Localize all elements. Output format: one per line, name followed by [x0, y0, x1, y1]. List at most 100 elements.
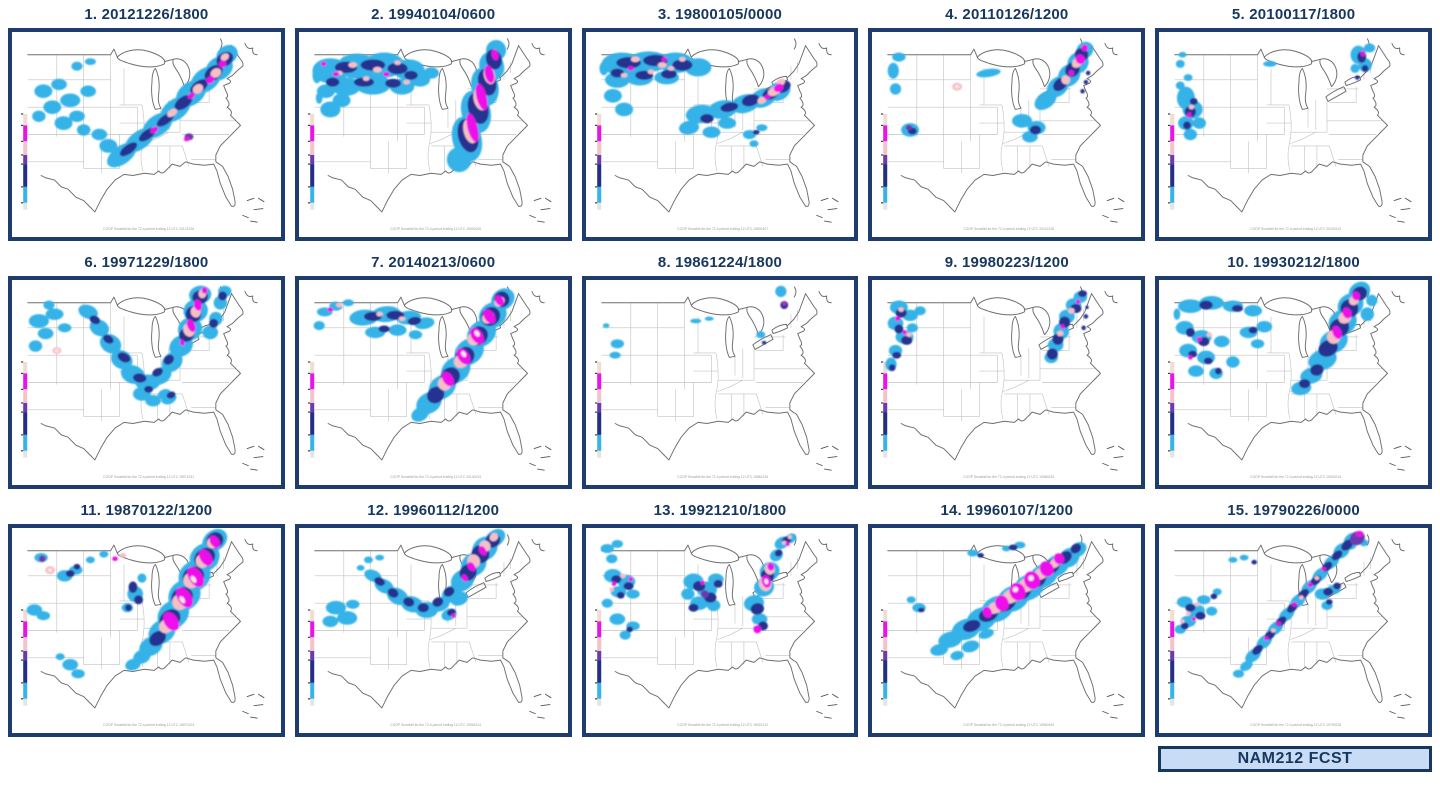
colorbar-segment [309, 114, 315, 126]
colorbar [881, 361, 888, 458]
snow-blob [977, 553, 985, 558]
snow-blob [209, 318, 219, 328]
snow-blob [1231, 305, 1244, 312]
panel-title: 2. 19940104/0600 [371, 6, 496, 23]
snow-blob [335, 302, 343, 308]
snow-blob [218, 291, 228, 301]
map-caption: COOP Snowfall for the 72-h period ending… [677, 227, 768, 231]
colorbar-segment [1170, 610, 1175, 622]
colorbar-tick [881, 402, 884, 404]
snowfall-shading [600, 533, 796, 640]
nam212-fcst-button[interactable]: NAM212 FCST [1158, 746, 1432, 772]
snow-blob [99, 550, 109, 558]
colorbar-segment [596, 362, 601, 374]
map-caption: COOP Snowfall for the 72-h period ending… [964, 723, 1055, 727]
snow-blob [1196, 336, 1203, 342]
snow-blob [210, 68, 222, 78]
snow-blob [1321, 566, 1327, 572]
snow-blob [376, 311, 383, 317]
colorbar-segment [596, 450, 601, 458]
snow-blob [478, 546, 487, 556]
snow-blob [1326, 599, 1333, 605]
snow-blob [218, 60, 227, 68]
colorbar-tick [1168, 659, 1171, 661]
snow-blob [187, 92, 195, 100]
snow-blob [1084, 314, 1089, 319]
colorbar [881, 113, 888, 210]
snow-blob [1054, 553, 1065, 565]
snow-blob [1178, 51, 1187, 58]
map-caption: COOP Snowfall for the 72-h period ending… [390, 723, 481, 727]
colorbar-tick [1168, 620, 1171, 622]
colorbar-tick [20, 388, 24, 390]
snow-blob [1251, 339, 1265, 349]
colorbar-tick [307, 650, 310, 652]
snow-blob [1239, 554, 1249, 561]
colorbar-tick [881, 650, 884, 652]
map-caption: COOP Snowfall for the 72-h period ending… [1250, 227, 1341, 231]
snow-blob [119, 553, 127, 558]
snow-blob [336, 611, 358, 625]
colorbar-segment [596, 141, 601, 155]
snow-blob [1228, 557, 1238, 563]
colorbar-tick [594, 154, 597, 156]
snow-blob [901, 335, 913, 345]
snowfall-shading [313, 288, 515, 422]
colorbar-segment [309, 373, 315, 390]
snow-blob [1178, 299, 1203, 314]
colorbar-tick [307, 609, 310, 611]
us-basemap [313, 286, 552, 471]
snow-blob [688, 603, 699, 612]
map-caption: COOP Snowfall for the 72-h period ending… [964, 475, 1055, 479]
snow-blob [374, 554, 384, 561]
colorbar-segment [23, 660, 28, 683]
colorbar-segment [883, 660, 888, 683]
snow-blob [1214, 335, 1230, 348]
colorbar-segment [23, 186, 28, 203]
colorbar-segment [309, 610, 315, 622]
snow-blob [667, 66, 675, 71]
snow-blob [1081, 44, 1089, 52]
colorbar-tick [20, 402, 24, 404]
colorbar [1168, 113, 1175, 210]
snow-blob [700, 590, 709, 599]
snow-blob [1076, 299, 1081, 304]
colorbar-segment [596, 155, 601, 165]
colorbar-tick [20, 154, 24, 156]
snow-blob [1181, 622, 1189, 630]
snow-blob [1175, 59, 1185, 68]
snow-blob [325, 77, 340, 87]
colorbar-tick [1168, 411, 1171, 413]
snow-blob [1191, 617, 1196, 622]
colorbar-segment [309, 682, 315, 699]
map-caption: COOP Snowfall for the 72-h period ending… [390, 475, 481, 479]
snow-blob [450, 591, 468, 606]
snow-blob [1183, 128, 1198, 141]
snow-blob [387, 588, 399, 598]
colorbar [594, 609, 601, 706]
snow-blob [782, 302, 786, 306]
snow-blob [1068, 307, 1076, 314]
snowfall-shading [1174, 530, 1369, 678]
snow-blob [930, 644, 949, 656]
snow-blob [619, 573, 626, 579]
colorbar-tick [594, 620, 597, 622]
colorbar-segment [23, 141, 28, 155]
snow-blob [647, 69, 654, 75]
panel-title: 3. 19800105/0000 [657, 6, 783, 23]
colorbar-tick [881, 609, 884, 611]
map-panel: 6. 19971229/1800 COOP Snowfall for the 7… [8, 252, 285, 489]
map-caption: COOP Snowfall for the 72-h period ending… [1250, 723, 1341, 727]
colorbar-segment [23, 403, 28, 413]
snow-blob [137, 573, 147, 583]
map-panel: 7. 20140213/0600 COOP Snowfall for the 7… [294, 252, 572, 489]
colorbar-tick [594, 450, 597, 452]
snow-blob [1366, 294, 1378, 307]
snow-blob [753, 625, 761, 634]
colorbar [307, 113, 315, 210]
snow-blob [320, 101, 341, 118]
snow-blob [894, 324, 904, 334]
snow-blob [611, 581, 616, 587]
snow-blob [614, 102, 633, 117]
colorbar-tick [20, 372, 24, 374]
